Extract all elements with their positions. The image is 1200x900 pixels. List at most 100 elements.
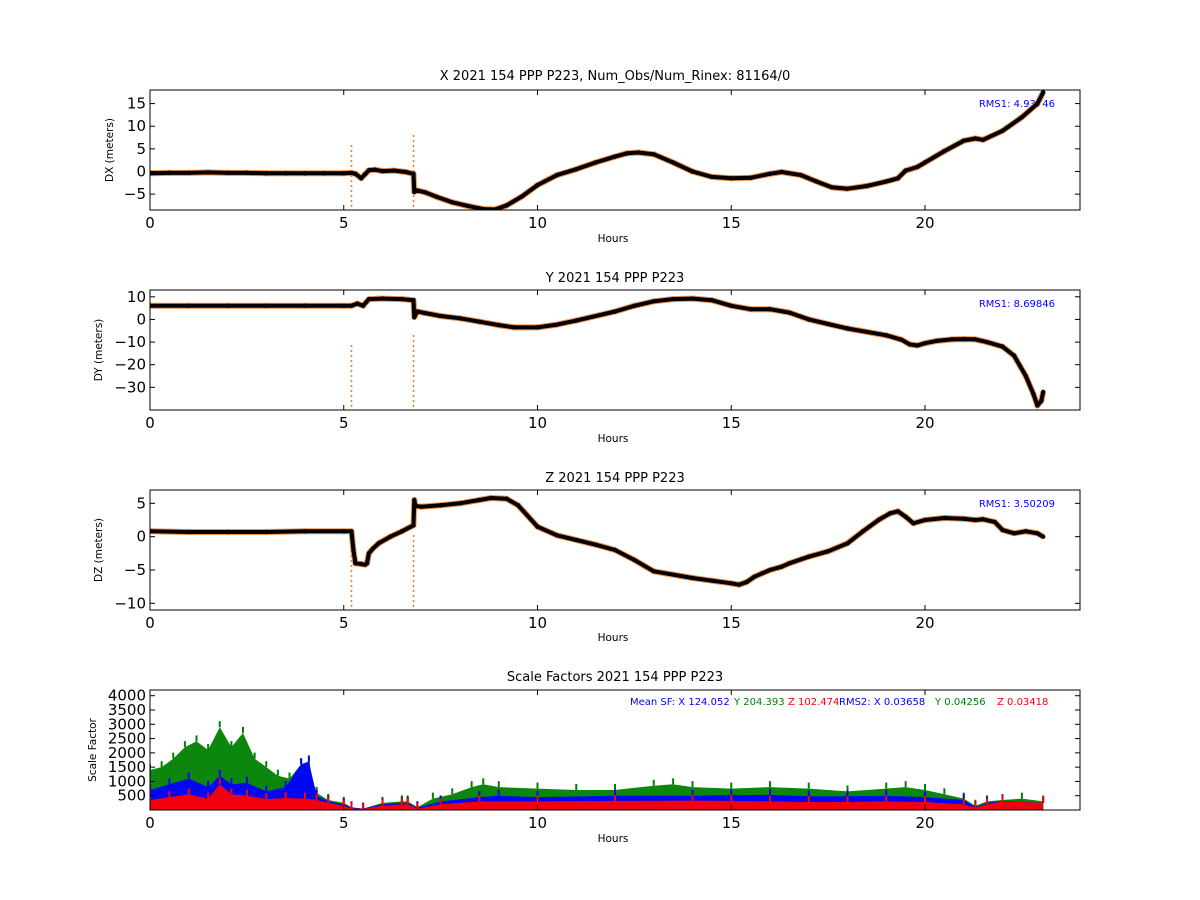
data-point: [787, 310, 792, 315]
data-point: [767, 567, 773, 573]
data-point: [554, 172, 560, 178]
data-point: [403, 169, 408, 175]
data-point: [895, 509, 901, 514]
data-point: [415, 188, 420, 193]
sf-rms2-x: RMS2: X 0.03658: [839, 697, 925, 708]
y-tick-label: −20: [114, 356, 146, 374]
data-point: [915, 343, 920, 348]
data-point: [225, 170, 230, 176]
data-point: [624, 151, 629, 156]
data-point: [366, 167, 372, 173]
data-point: [593, 542, 598, 547]
panel-scale-factors: Scale Factors 2021 154 PPP P223 Hours Sc…: [87, 670, 1081, 845]
data-point: [302, 171, 308, 176]
x-tick-label: 5: [339, 214, 349, 232]
data-point: [412, 497, 417, 503]
data-point: [574, 167, 579, 172]
panel-dx-ylabel: DX (meters): [104, 118, 116, 182]
panel-dz: Z 2021 154 PPP P223 Hours DZ (meters) RM…: [93, 471, 1081, 644]
x-tick-label: 10: [528, 814, 547, 832]
data-point: [767, 307, 773, 312]
data-point: [1039, 398, 1044, 404]
data-point: [574, 537, 579, 543]
axes-frame: [149, 89, 1081, 211]
panel-dy-ylabel: DY (meters): [93, 319, 105, 382]
y-tick-label: 2500: [108, 730, 146, 748]
data-point: [651, 152, 656, 157]
data-point: [887, 511, 893, 516]
data-point: [922, 341, 928, 346]
data-point: [806, 554, 811, 559]
data-point: [961, 516, 966, 521]
x-tick-label: 15: [722, 414, 741, 432]
data-point: [283, 171, 288, 176]
y-tick-label: 5: [136, 140, 146, 158]
data-point: [504, 203, 509, 208]
data-point: [825, 549, 831, 554]
data-point: [651, 299, 656, 304]
data-point: [922, 517, 928, 523]
plot-area-3: [150, 721, 1045, 810]
data-point: [554, 322, 560, 327]
y-tick-label: 15: [127, 95, 146, 113]
series-area-x: [150, 761, 1044, 810]
data-point: [690, 169, 695, 174]
data-point: [349, 529, 354, 534]
x-tick-label: 10: [528, 414, 547, 432]
plot-area-1: [150, 295, 1047, 410]
y-tick-label: 500: [117, 787, 146, 805]
data-point: [186, 529, 191, 535]
data-point: [973, 337, 978, 342]
data-point: [690, 575, 695, 581]
data-point: [1000, 527, 1005, 533]
x-tick-label: 15: [722, 214, 741, 232]
x-tick-label: 20: [915, 614, 934, 632]
y-tick-label: −5: [124, 561, 146, 579]
data-point: [519, 194, 525, 199]
x-tick-label: 10: [528, 214, 547, 232]
data-point: [670, 296, 676, 302]
data-point: [1011, 353, 1017, 358]
data-point: [709, 297, 715, 303]
data-point: [798, 172, 804, 178]
y-tick-label: 1500: [108, 758, 146, 776]
data-point: [388, 534, 393, 539]
data-point: [760, 571, 765, 576]
x-tick-label: 10: [528, 614, 547, 632]
data-point: [434, 194, 439, 200]
data-point: [574, 318, 579, 323]
data-point: [481, 206, 486, 210]
panel-dz-title: Z 2021 154 PPP P223: [545, 471, 685, 486]
data-point: [845, 326, 850, 331]
data-point: [593, 160, 598, 165]
data-point: [380, 296, 385, 301]
panel-dy-xlabel: Hours: [598, 433, 629, 445]
y-tick-label: 4000: [108, 687, 146, 705]
data-point: [1040, 534, 1046, 539]
data-point: [422, 190, 428, 195]
panel-dx-rms: RMS1: 4.93746: [979, 99, 1055, 110]
data-point: [362, 172, 368, 177]
data-point: [477, 319, 482, 324]
data-point: [372, 167, 377, 172]
data-point: [535, 325, 540, 330]
panel-dx-title: X 2021 154 PPP P223, Num_Obs/Num_Rinex: …: [440, 69, 791, 84]
data-point: [651, 569, 656, 574]
panel-dy-rms: RMS1: 8.69846: [979, 299, 1055, 310]
data-point: [264, 171, 269, 176]
data-point: [748, 307, 753, 312]
data-point: [376, 541, 381, 546]
data-point: [1035, 531, 1040, 536]
data-point: [636, 150, 641, 155]
data-point: [612, 547, 618, 553]
data-point: [457, 501, 463, 506]
data-point: [729, 581, 734, 586]
data-point: [554, 533, 560, 538]
y-tick-label: 10: [127, 288, 146, 306]
panel-dy: Y 2021 154 PPP P223 Hours DY (meters) RM…: [93, 271, 1081, 445]
x-tick-label: 20: [915, 414, 934, 432]
data-point: [612, 154, 618, 159]
data-point: [806, 317, 811, 322]
data-point: [670, 160, 676, 165]
y-tick-label: 0: [136, 163, 146, 181]
